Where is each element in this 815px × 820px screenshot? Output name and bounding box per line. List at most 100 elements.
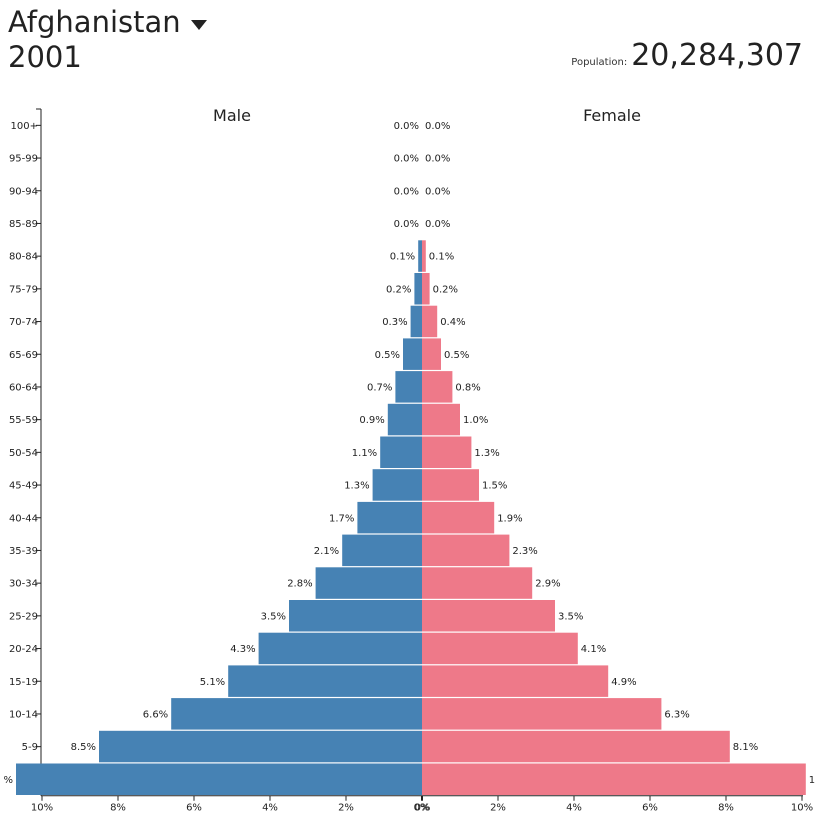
age-group-label: 70-74: [9, 317, 38, 328]
male-bar: [228, 665, 422, 697]
country-name: Afghanistan: [8, 5, 181, 39]
age-group-label: 65-69: [9, 350, 38, 361]
male-value-label: 0.0%: [394, 154, 419, 165]
age-group-label: 25-29: [9, 611, 38, 622]
x-tick-label: 0%: [414, 803, 430, 814]
female-value-label: 1.0%: [463, 415, 488, 426]
x-tick-label: 2%: [338, 803, 354, 814]
x-tick-label: 6%: [642, 803, 658, 814]
female-bar: [422, 501, 495, 534]
male-bar: [342, 534, 422, 567]
x-tick-label: 2%: [490, 803, 506, 814]
dropdown-caret-icon[interactable]: [190, 20, 207, 30]
male-value-label: 2.8%: [287, 579, 312, 590]
age-group-label: 60-64: [9, 382, 38, 393]
age-group-label: 5-9: [22, 742, 38, 753]
female-bar: [422, 600, 555, 632]
male-value-label: 2.1%: [314, 546, 339, 557]
female-label: Female: [583, 106, 641, 125]
age-group-label: 35-39: [9, 546, 38, 557]
female-bar: [422, 305, 438, 338]
female-bar: [422, 730, 730, 763]
male-bar: [99, 730, 422, 763]
female-value-label: 1.9%: [497, 513, 522, 524]
y-axis: 100+ 95-99 90-94 85-89 80-84 75-79 70-74 65-69 6…: [9, 108, 42, 796]
male-bar: [357, 501, 422, 534]
age-group-label: 100+: [11, 121, 38, 132]
female-bar: [422, 632, 578, 665]
country-selector[interactable]: Afghanistan: [8, 4, 207, 40]
female-value-label: 1.3%: [474, 448, 499, 459]
male-label: Male: [213, 106, 251, 125]
age-group-label: 45-49: [9, 481, 38, 492]
male-bar: [380, 436, 422, 468]
female-bar: [422, 240, 426, 272]
x-axis: 10% 8% 6% 4% 2% 0%0% 2% 4% 6% 8% 10%: [31, 795, 813, 814]
male-value-label: 0.7%: [367, 382, 392, 393]
male-bar: [410, 305, 422, 338]
female-bar: [422, 469, 479, 501]
female-bar: [422, 403, 460, 436]
male-value-label: 0.3%: [382, 317, 407, 328]
female-bar: [422, 371, 453, 403]
male-value-label: 0.1%: [390, 252, 415, 263]
male-value-label: 5.1%: [200, 677, 225, 688]
female-value-label: 0.0%: [425, 186, 450, 197]
male-bar: [395, 371, 422, 403]
male-bar: [372, 469, 422, 501]
age-group-label: 10-14: [9, 709, 38, 720]
male-value-label: 6.6%: [143, 709, 168, 720]
male-value-label: 0.0%: [394, 219, 419, 230]
age-group-label: 75-79: [9, 284, 38, 295]
x-tick-label: 4%: [566, 803, 582, 814]
male-value-label: 0.9%: [359, 415, 384, 426]
female-value-label: 6.3%: [664, 709, 689, 720]
bars-group: [16, 240, 806, 795]
male-bar: [315, 567, 422, 599]
male-bar: [418, 240, 422, 272]
male-bar: [171, 698, 422, 730]
population-label: Population:: [571, 57, 628, 68]
female-value-label: 0.4%: [440, 317, 465, 328]
female-value-label: 0.0%: [425, 121, 450, 132]
x-tick-label: 6%: [186, 803, 202, 814]
male-value-label: 1.1%: [352, 448, 377, 459]
male-bar: [289, 600, 422, 632]
age-group-label: 20-24: [9, 644, 38, 655]
female-value-label: 4.9%: [611, 677, 636, 688]
male-value-label: 0.2%: [386, 284, 411, 295]
x-tick-label: 10%: [31, 803, 53, 814]
male-bar: [387, 403, 422, 436]
male-value-label: 0.5%: [375, 350, 400, 361]
female-value-label: 0.5%: [444, 350, 469, 361]
female-bar: [422, 534, 510, 567]
age-group-label: 40-44: [9, 513, 38, 524]
male-bar: [414, 273, 422, 305]
age-group-label: 30-34: [9, 579, 38, 590]
male-value-label: 1.3%: [344, 481, 369, 492]
male-bar: [258, 632, 422, 665]
age-group-label: 50-54: [9, 448, 38, 459]
female-value-label: 4.1%: [581, 644, 606, 655]
x-tick-label: 8%: [110, 803, 126, 814]
value-labels-group: 0.0% 0.0% 0.0% 0.0% 0.0% 0.0% 0.0% 0.0% 0.1% 0.1%…: [3, 121, 815, 786]
female-value-label: 2.9%: [535, 579, 560, 590]
age-group-label: 55-59: [9, 415, 38, 426]
age-group-label: 15-19: [9, 677, 38, 688]
male-value-label: 3.5%: [261, 611, 286, 622]
female-value-label: 0.8%: [455, 382, 480, 393]
population-value: 20,284,307: [631, 38, 803, 73]
female-bar: [422, 567, 533, 599]
female-bar: [422, 436, 472, 468]
male-value-label: 4.3%: [230, 644, 255, 655]
x-tick-label: 0%: [415, 803, 431, 814]
female-value-label: 8.1%: [733, 742, 758, 753]
female-value-label: 3.5%: [558, 611, 583, 622]
female-value-label: 1.5%: [482, 481, 507, 492]
female-value-label: 2.3%: [512, 546, 537, 557]
x-tick-label: 8%: [718, 803, 734, 814]
age-group-label: 95-99: [9, 154, 38, 165]
year-label: 2001: [8, 40, 82, 74]
age-group-label: 80-84: [9, 252, 38, 263]
